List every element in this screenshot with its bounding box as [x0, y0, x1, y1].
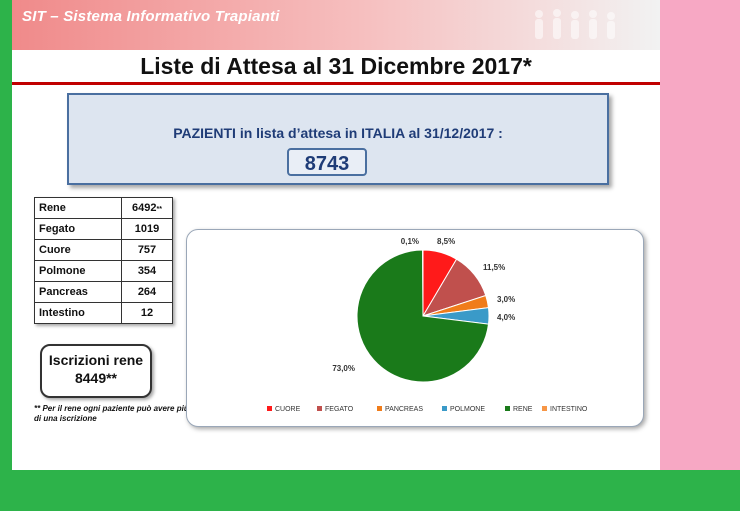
organ-name: Fegato — [34, 218, 122, 240]
organ-count-value: 354 — [137, 265, 157, 277]
legend-entry-intestino: INTESTINO — [542, 406, 588, 413]
legend-entry-cuore: CUORE — [267, 406, 301, 413]
legend-label: CUORE — [275, 406, 301, 413]
legend-swatch — [377, 406, 382, 411]
summary-label: PAZIENTI in lista d’attesa in ITALIA al … — [173, 125, 503, 141]
legend-entry-fegato: FEGATO — [317, 406, 354, 413]
organ-count: 757 — [121, 239, 173, 261]
app-title: SIT – Sistema Informativo Trapianti — [22, 8, 280, 25]
legend-entry-pancreas: PANCREAS — [377, 406, 423, 413]
summary-box: PAZIENTI in lista d’attesa in ITALIA al … — [67, 93, 609, 185]
organ-row: Fegato 1019 — [34, 218, 173, 240]
legend-label: RENE — [513, 406, 533, 413]
organ-count-value: 1019 — [134, 223, 160, 235]
footnote: ** Per il rene ogni paziente può avere p… — [34, 404, 189, 423]
legend-swatch — [505, 406, 510, 411]
iscrizioni-label: Iscrizioni rene — [48, 352, 144, 368]
organ-count-value: 6492 — [132, 202, 157, 214]
legend-entry-rene: RENE — [505, 406, 533, 413]
organ-name: Pancreas — [34, 281, 122, 303]
organ-count: 354 — [121, 260, 173, 282]
organ-count: 12 — [121, 302, 173, 324]
slide-title: Liste di Attesa al 31 Dicembre 2017* — [140, 53, 532, 79]
iscrizioni-value: 8449** — [74, 370, 118, 386]
organ-count-value: 12 — [140, 307, 154, 319]
organ-table: Rene 6492** Fegato 1019 Cuore 757 Polmone 354 Pa… — [34, 197, 173, 324]
organ-row: Rene 6492** — [34, 197, 173, 219]
title-divider — [12, 82, 660, 85]
organ-row: Intestino 12 — [34, 302, 173, 324]
data-label-fegato: 11,5% — [483, 263, 505, 272]
side-panel — [660, 0, 740, 470]
legend-label: FEGATO — [325, 406, 354, 413]
organ-row: Cuore 757 — [34, 239, 173, 261]
organ-count-value: 264 — [137, 286, 157, 298]
organ-name: Intestino — [34, 302, 122, 324]
people-silhouettes-icon — [535, 9, 615, 39]
legend-label: INTESTINO — [550, 406, 588, 413]
organ-row: Polmone 354 — [34, 260, 173, 282]
organ-row: Pancreas 264 — [34, 281, 173, 303]
pie-chart-panel: 8,5% 11,5% 3,0% 4,0% 73,0% 0,1% CUORE FEGATO PAN… — [186, 229, 644, 427]
legend-entry-polmone: POLMONE — [442, 406, 485, 413]
legend-swatch — [442, 406, 447, 411]
organ-count: 1019 — [121, 218, 173, 240]
organ-name: Rene — [34, 197, 122, 219]
iscrizioni-box: Iscrizioni rene 8449** — [40, 344, 152, 398]
pie-chart: 8,5% 11,5% 3,0% 4,0% 73,0% 0,1% CUORE FEGATO PAN… — [267, 237, 588, 413]
legend-swatch — [267, 406, 272, 411]
legend-label: POLMONE — [450, 406, 485, 413]
data-label-cuore: 8,5% — [437, 237, 455, 246]
summary-value: 8743 — [287, 148, 367, 176]
organ-count-mark: ** — [156, 206, 162, 213]
organ-name: Polmone — [34, 260, 122, 282]
header-bar: SIT – Sistema Informativo Trapianti — [12, 0, 660, 50]
data-label-polmone: 4,0% — [497, 313, 515, 322]
organ-count: 264 — [121, 281, 173, 303]
data-label-pancreas: 3,0% — [497, 295, 515, 304]
legend-swatch — [317, 406, 322, 411]
organ-count: 6492** — [121, 197, 173, 219]
legend-swatch — [542, 406, 547, 411]
organ-count-value: 757 — [137, 244, 157, 256]
organ-name: Cuore — [34, 239, 122, 261]
data-label-rene: 73,0% — [332, 364, 355, 373]
legend-label: PANCREAS — [385, 406, 423, 413]
data-label-intestino: 0,1% — [401, 237, 419, 246]
slide: SIT – Sistema Informativo Trapianti List… — [12, 0, 660, 470]
